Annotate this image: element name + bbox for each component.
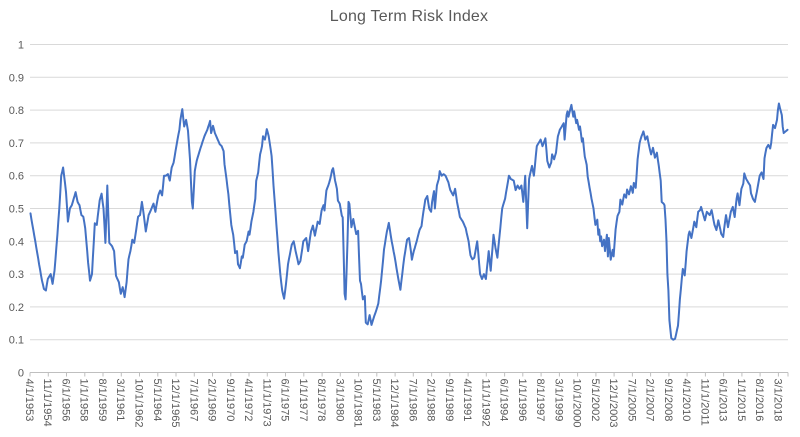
y-tick-label: 0.2 xyxy=(9,302,24,314)
x-tick-label: 1/1/2015 xyxy=(735,379,747,422)
x-tick-label: 7/1/1967 xyxy=(187,379,199,422)
x-tick-label: 2/1/1969 xyxy=(206,379,218,422)
x-tick-label: 12/1/2003 xyxy=(607,379,619,428)
x-tick-label: 2/1/2007 xyxy=(644,379,656,422)
x-tick-label: 11/1/1954 xyxy=(41,379,53,427)
x-tick-label: 6/1/2013 xyxy=(717,379,729,422)
gridlines xyxy=(30,44,788,373)
x-tick-label: 4/1/1991 xyxy=(461,379,473,422)
x-tick-label: 8/1/1959 xyxy=(96,379,108,422)
x-tick-label: 11/1/1992 xyxy=(479,379,491,427)
x-tick-label: 12/1/1984 xyxy=(388,379,400,428)
x-tick-label: 8/1/2016 xyxy=(753,379,765,422)
chart-title: Long Term Risk Index xyxy=(329,8,489,25)
y-tick-label: 0.5 xyxy=(9,204,24,216)
x-tick-label: 1/1/1977 xyxy=(297,379,309,422)
x-tick-label: 2/1/1988 xyxy=(425,379,437,422)
x-axis-ticks xyxy=(29,372,789,377)
x-tick-label: 3/1/1980 xyxy=(333,379,345,422)
y-tick-label: 0.1 xyxy=(9,335,24,347)
x-tick-label: 7/1/2005 xyxy=(625,379,637,422)
x-tick-label: 6/1/1994 xyxy=(498,379,510,422)
risk-index-line xyxy=(29,102,789,341)
y-tick-label: 0.7 xyxy=(9,138,24,150)
x-tick-label: 8/1/1978 xyxy=(315,379,327,422)
y-tick-label: 0.8 xyxy=(9,105,24,117)
x-tick-label: 4/1/2010 xyxy=(680,379,692,422)
x-tick-label: 6/1/1975 xyxy=(279,379,291,422)
y-tick-label: 0.3 xyxy=(9,269,24,281)
x-axis-labels: 4/1/1953 11/1/1954 6/1/1956 1/1/1958 8/1/195… xyxy=(23,379,783,428)
x-tick-label: 4/1/1972 xyxy=(242,379,254,422)
x-tick-label: 9/1/1970 xyxy=(224,379,236,422)
y-tick-label: 1 xyxy=(18,40,24,52)
x-tick-label: 10/1/1981 xyxy=(352,379,364,428)
x-tick-label: 3/1/1961 xyxy=(114,379,126,422)
x-tick-label: 11/1/1973 xyxy=(260,379,272,427)
x-tick-label: 1/1/1958 xyxy=(78,379,90,422)
x-tick-label: 3/1/2018 xyxy=(771,379,783,422)
x-tick-label: 9/1/1989 xyxy=(443,379,455,422)
y-axis-labels: 0 0.1 0.2 0.3 0.4 0.5 0.6 0.7 0.8 0.9 1 xyxy=(9,40,24,380)
x-tick-label: 10/1/1962 xyxy=(133,379,145,428)
y-tick-label: 0.4 xyxy=(9,236,24,248)
x-tick-label: 5/1/2002 xyxy=(589,379,601,422)
x-tick-label: 10/1/2000 xyxy=(571,379,583,428)
x-tick-label: 5/1/1983 xyxy=(370,379,382,422)
x-tick-label: 4/1/1953 xyxy=(23,379,35,422)
x-tick-label: 7/1/1986 xyxy=(406,379,418,422)
x-tick-label: 11/1/2011 xyxy=(698,379,710,426)
y-tick-label: 0.9 xyxy=(9,72,24,84)
x-tick-label: 12/1/1965 xyxy=(169,379,181,428)
x-tick-label: 3/1/1999 xyxy=(552,379,564,422)
y-tick-label: 0.6 xyxy=(9,171,24,183)
x-tick-label: 5/1/1964 xyxy=(151,379,163,422)
y-tick-label: 0 xyxy=(18,368,24,380)
x-tick-label: 6/1/1956 xyxy=(60,379,72,422)
x-tick-label: 9/1/2008 xyxy=(662,379,674,422)
x-tick-label: 8/1/1997 xyxy=(534,379,546,422)
x-tick-label: 1/1/1996 xyxy=(516,379,528,422)
